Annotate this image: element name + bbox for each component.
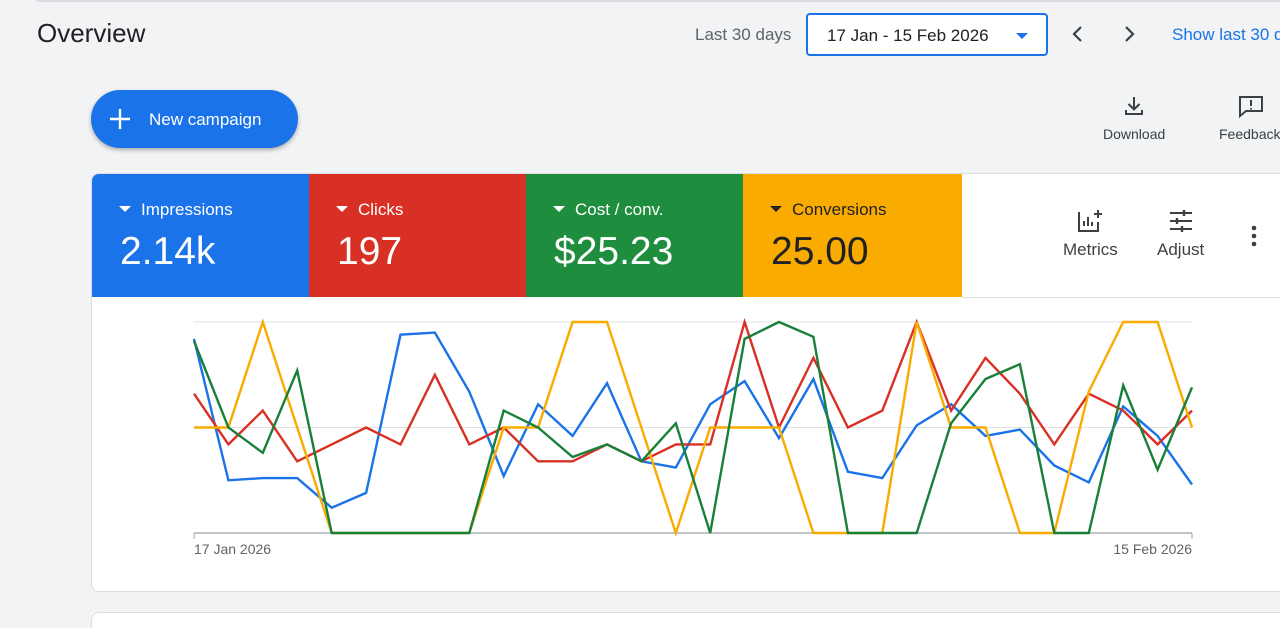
scorecard-cost-per-conversion-value: $25.23 <box>554 230 674 273</box>
series-line-3 <box>192 320 1194 535</box>
series-line-1 <box>193 317 1193 463</box>
add-chart-icon <box>1078 210 1103 232</box>
feedback-label: Feedback <box>1219 126 1280 142</box>
page-title: Overview <box>37 18 146 48</box>
x-axis-end-label: 15 Feb 2026 <box>1113 541 1192 557</box>
dropdown-caret-icon <box>1016 33 1028 39</box>
scorecard-clicks[interactable]: Clicks 197 <box>309 174 526 297</box>
date-range-label: Last 30 days <box>695 25 792 44</box>
previous-period-button[interactable] <box>1064 20 1092 48</box>
scorecard-cost-per-conversion-name: Cost / conv. <box>555 200 664 220</box>
performance-line-chart: 17 Jan 2026 15 Feb 2026 <box>192 317 1194 557</box>
show-last-period-link[interactable]: Show last 30 d <box>1172 25 1280 44</box>
scorecard-conversions-name: Conversions <box>772 200 887 220</box>
plus-icon <box>110 109 130 129</box>
download-label: Download <box>1103 126 1166 142</box>
feedback-icon <box>1239 96 1263 118</box>
next-period-button[interactable] <box>1115 20 1143 48</box>
tune-icon <box>1169 210 1192 232</box>
more-vert-icon <box>1251 225 1257 247</box>
adjust-label: Adjust <box>1157 240 1205 259</box>
adjust-button[interactable]: Adjust <box>1157 208 1204 260</box>
more-options-button[interactable] <box>1244 224 1264 250</box>
download-icon <box>1125 97 1144 115</box>
chevron-left-icon <box>1072 26 1082 42</box>
scorecard-conversions[interactable]: Conversions 25.00 <box>743 174 962 297</box>
series-layer <box>192 317 1194 537</box>
x-axis-start-label: 17 Jan 2026 <box>194 541 271 557</box>
scorecard-impressions-value: 2.14k <box>120 230 216 273</box>
date-range-value: 17 Jan - 15 Feb 2026 <box>827 26 989 45</box>
chevron-right-icon <box>1125 26 1135 42</box>
new-campaign-label: New campaign <box>149 110 262 129</box>
new-campaign-button[interactable]: New campaign <box>91 90 298 148</box>
scorecard-conversions-value: 25.00 <box>771 230 869 273</box>
metrics-button[interactable]: Metrics <box>1063 208 1118 260</box>
scorecard-clicks-value: 197 <box>337 230 403 273</box>
series-line-0 <box>192 331 1193 510</box>
metrics-label: Metrics <box>1063 240 1118 259</box>
scorecard-divider <box>962 297 1280 298</box>
date-range-dropdown[interactable]: 17 Jan - 15 Feb 2026 <box>806 13 1048 56</box>
scorecard-impressions-name: Impressions <box>121 200 233 220</box>
next-card <box>91 612 1280 628</box>
top-divider <box>36 0 1280 2</box>
download-button[interactable]: Download <box>1103 94 1165 142</box>
scorecard-impressions[interactable]: Impressions 2.14k <box>92 174 309 297</box>
scorecard-clicks-name: Clicks <box>338 200 403 220</box>
scorecard-cost-per-conversion[interactable]: Cost / conv. $25.23 <box>526 174 743 297</box>
feedback-button[interactable]: Feedback <box>1219 94 1280 142</box>
performance-chart-card: Impressions 2.14k Clicks 197 Cost / conv… <box>91 173 1280 592</box>
